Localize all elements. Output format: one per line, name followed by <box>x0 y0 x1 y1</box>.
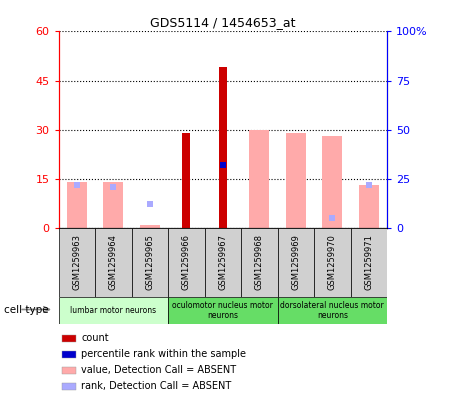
Title: GDS5114 / 1454653_at: GDS5114 / 1454653_at <box>150 16 296 29</box>
Bar <box>67 182 87 228</box>
Text: GSM1259970: GSM1259970 <box>328 234 337 290</box>
Text: GSM1259965: GSM1259965 <box>145 234 154 290</box>
Bar <box>62 351 76 358</box>
Bar <box>314 228 351 297</box>
Bar <box>204 228 241 297</box>
Bar <box>140 225 160 228</box>
Text: count: count <box>81 333 109 343</box>
Text: GSM1259964: GSM1259964 <box>109 234 118 290</box>
Bar <box>95 228 131 297</box>
Bar <box>351 228 387 297</box>
Bar <box>249 130 269 228</box>
Bar <box>219 68 227 228</box>
Text: GSM1259969: GSM1259969 <box>291 234 300 290</box>
Bar <box>241 228 278 297</box>
Text: GSM1259963: GSM1259963 <box>72 234 81 290</box>
Bar <box>286 133 306 228</box>
Bar <box>182 133 190 228</box>
Text: GSM1259967: GSM1259967 <box>218 234 227 290</box>
Bar <box>131 228 168 297</box>
Bar <box>278 297 387 324</box>
Bar <box>62 367 76 374</box>
Bar <box>322 136 342 228</box>
Bar <box>58 228 95 297</box>
Bar <box>62 383 76 390</box>
Bar <box>278 228 314 297</box>
Bar <box>62 335 76 342</box>
Text: value, Detection Call = ABSENT: value, Detection Call = ABSENT <box>81 365 236 375</box>
Bar <box>58 297 168 324</box>
Text: GSM1259966: GSM1259966 <box>182 234 191 290</box>
Text: rank, Detection Call = ABSENT: rank, Detection Call = ABSENT <box>81 381 231 391</box>
Bar <box>359 185 379 228</box>
Text: lumbar motor neurons: lumbar motor neurons <box>70 306 156 315</box>
Text: GSM1259968: GSM1259968 <box>255 234 264 290</box>
Text: percentile rank within the sample: percentile rank within the sample <box>81 349 246 359</box>
Text: cell type: cell type <box>4 305 49 315</box>
Bar <box>103 182 123 228</box>
Text: GSM1259971: GSM1259971 <box>364 234 373 290</box>
Text: oculomotor nucleus motor
neurons: oculomotor nucleus motor neurons <box>172 301 273 320</box>
Text: dorsolateral nucleus motor
neurons: dorsolateral nucleus motor neurons <box>280 301 384 320</box>
Bar <box>168 228 204 297</box>
Bar <box>168 297 278 324</box>
